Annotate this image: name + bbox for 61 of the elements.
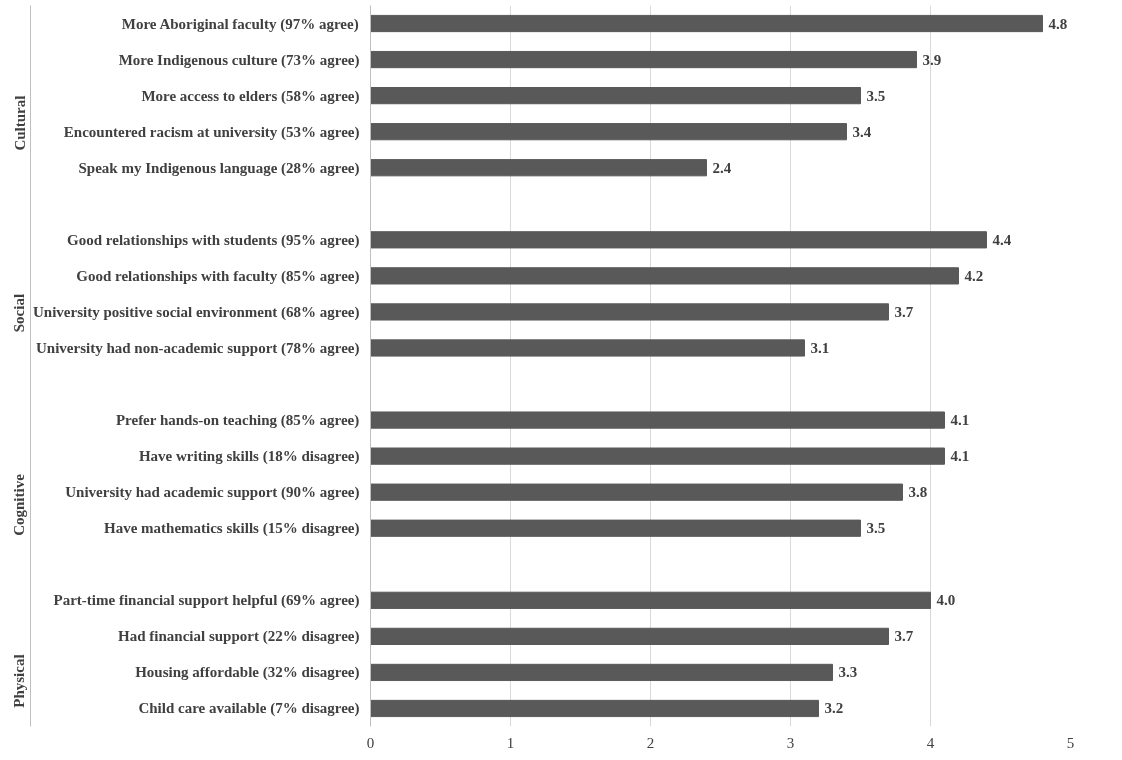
y-tick-label: Good relationships with faculty (85% agree) (76, 267, 360, 285)
bar (370, 663, 833, 682)
bar (370, 14, 1043, 33)
bar (370, 411, 945, 429)
x-tick-label: 1 (506, 734, 515, 751)
data-label: 3.7 (894, 628, 914, 645)
y-tick-label: Good relationships with students (95% agree) (67, 231, 360, 249)
y-tick-label: More Indigenous culture (73% agree) (118, 51, 360, 69)
y-tick-label: University had non-academic support (78% agree) (36, 339, 360, 357)
data-label: 4.1 (950, 448, 970, 465)
data-label: 3.5 (866, 87, 886, 104)
bar (370, 50, 917, 69)
x-tick-label: 0 (366, 734, 375, 751)
y-tick-label: Child care available (7% disagree) (138, 700, 360, 718)
data-label: 4.2 (964, 267, 984, 284)
data-label: 3.4 (852, 123, 872, 140)
y-tick-label: More Aboriginal faculty (97% agree) (121, 15, 359, 33)
text: Social (11, 293, 28, 333)
y-tick-label: Have mathematics skills (15% disagree) (103, 520, 360, 538)
y-tick-label: Part-time financial support helpful (69% agree) (53, 592, 360, 610)
bar (370, 447, 945, 465)
y-tick-label: Encountered racism at university (53% agree) (63, 123, 360, 141)
x-tick-label: 4 (926, 734, 935, 751)
bar (370, 123, 847, 141)
data-label: 3.7 (894, 303, 914, 320)
y-tick-label: University positive social environment (68% agree) (33, 303, 360, 321)
y-tick-label: University had academic support (90% agree) (65, 484, 360, 502)
bar (370, 267, 959, 285)
text: Cognitive (11, 473, 28, 536)
bar (370, 231, 987, 249)
bar (370, 591, 931, 609)
y-tick-label: Speak my Indigenous language (28% agree) (78, 159, 360, 177)
bar (370, 87, 861, 105)
data-label: 3.5 (866, 520, 886, 537)
y-tick-label: More access to elders (58% agree) (141, 87, 360, 105)
y-tick-label: Had financial support (22% disagree) (118, 628, 360, 646)
x-tick-label: 2 (646, 734, 655, 751)
data-label: 3.9 (922, 51, 942, 68)
bar (370, 699, 819, 718)
data-label: 3.2 (824, 700, 844, 717)
y-tick-label: Prefer hands-on teaching (85% agree) (115, 412, 360, 430)
data-label: 3.1 (810, 339, 830, 356)
data-label: 4.8 (1048, 15, 1068, 32)
data-label: 4.4 (992, 231, 1012, 248)
bar (370, 519, 861, 537)
data-label: 4.1 (950, 412, 970, 429)
text: Physical (11, 654, 28, 708)
data-label: 4.0 (936, 592, 956, 609)
y-tick-label: Housing affordable (32% disagree) (135, 664, 360, 682)
bar (370, 339, 805, 357)
x-tick-label: 5 (1066, 734, 1075, 751)
text: Cultural (11, 95, 28, 151)
bar (370, 159, 707, 177)
x-tick-label: 3 (786, 734, 795, 751)
data-label: 2.4 (712, 159, 732, 176)
bar (370, 303, 889, 321)
y-tick-label: Have writing skills (18% disagree) (138, 448, 360, 466)
bar (370, 627, 889, 645)
data-label: 3.3 (838, 664, 858, 681)
bar (370, 483, 903, 501)
data-label: 3.8 (908, 484, 928, 501)
